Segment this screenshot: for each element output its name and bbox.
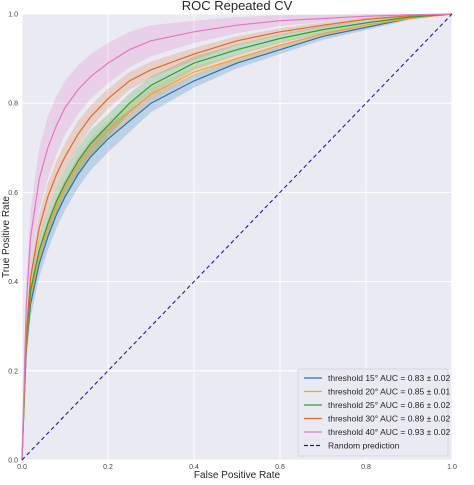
series-line-3 (21, 13, 453, 461)
axis-ticks: 0.0 0.2 0.4 0.6 0.8 1.0 0.0 0.2 0.4 0.6 0.8 1.0 (8, 12, 457, 472)
x-axis-label: False Positive Rate (194, 470, 281, 480)
series-line-0 (21, 13, 453, 461)
series-band-0 (22, 14, 452, 460)
grid-lines (21, 13, 453, 461)
y-tick-label: 0.4 (8, 279, 18, 286)
chart-title: ROC Repeated CV (182, 0, 293, 13)
x-tick-label: 0.4 (189, 464, 199, 471)
x-tick-label: 0.2 (103, 464, 113, 471)
y-axis-label: True Positive Rate (1, 196, 12, 278)
series-line-5 (21, 13, 453, 461)
legend-box (297, 368, 449, 457)
y-tick-label: 0.0 (8, 458, 18, 465)
x-tick-label: 1.0 (447, 464, 457, 471)
series-line-2 (21, 13, 453, 461)
y-tick-label: 0.8 (8, 101, 18, 108)
legend: threshold 15° AUC = 0.83 ± 0.02 threshold… (297, 368, 450, 457)
confidence-bands (22, 14, 452, 460)
y-tick-label: 0.6 (8, 190, 18, 197)
legend-label-0: threshold 15° AUC = 0.83 ± 0.02 (328, 373, 450, 383)
legend-label-1: threshold 20° AUC = 0.85 ± 0.01 (328, 387, 450, 397)
series-lines (21, 13, 453, 461)
x-tick-label: 0.8 (361, 464, 371, 471)
legend-label-3: threshold 30° AUC = 0.89 ± 0.02 (328, 414, 450, 424)
x-tick-label: 0.0 (17, 464, 27, 471)
y-tick-label: 1.0 (8, 12, 18, 19)
legend-label-4: threshold 40° AUC = 0.93 ± 0.02 (328, 427, 450, 437)
series-line-4 (21, 13, 453, 461)
legend-label-5: Random prediction (328, 441, 400, 451)
series-line-1 (21, 13, 453, 461)
x-tick-label: 0.6 (275, 464, 285, 471)
y-tick-label: 0.2 (8, 368, 18, 375)
legend-label-2: threshold 25° AUC = 0.86 ± 0.02 (328, 400, 450, 410)
